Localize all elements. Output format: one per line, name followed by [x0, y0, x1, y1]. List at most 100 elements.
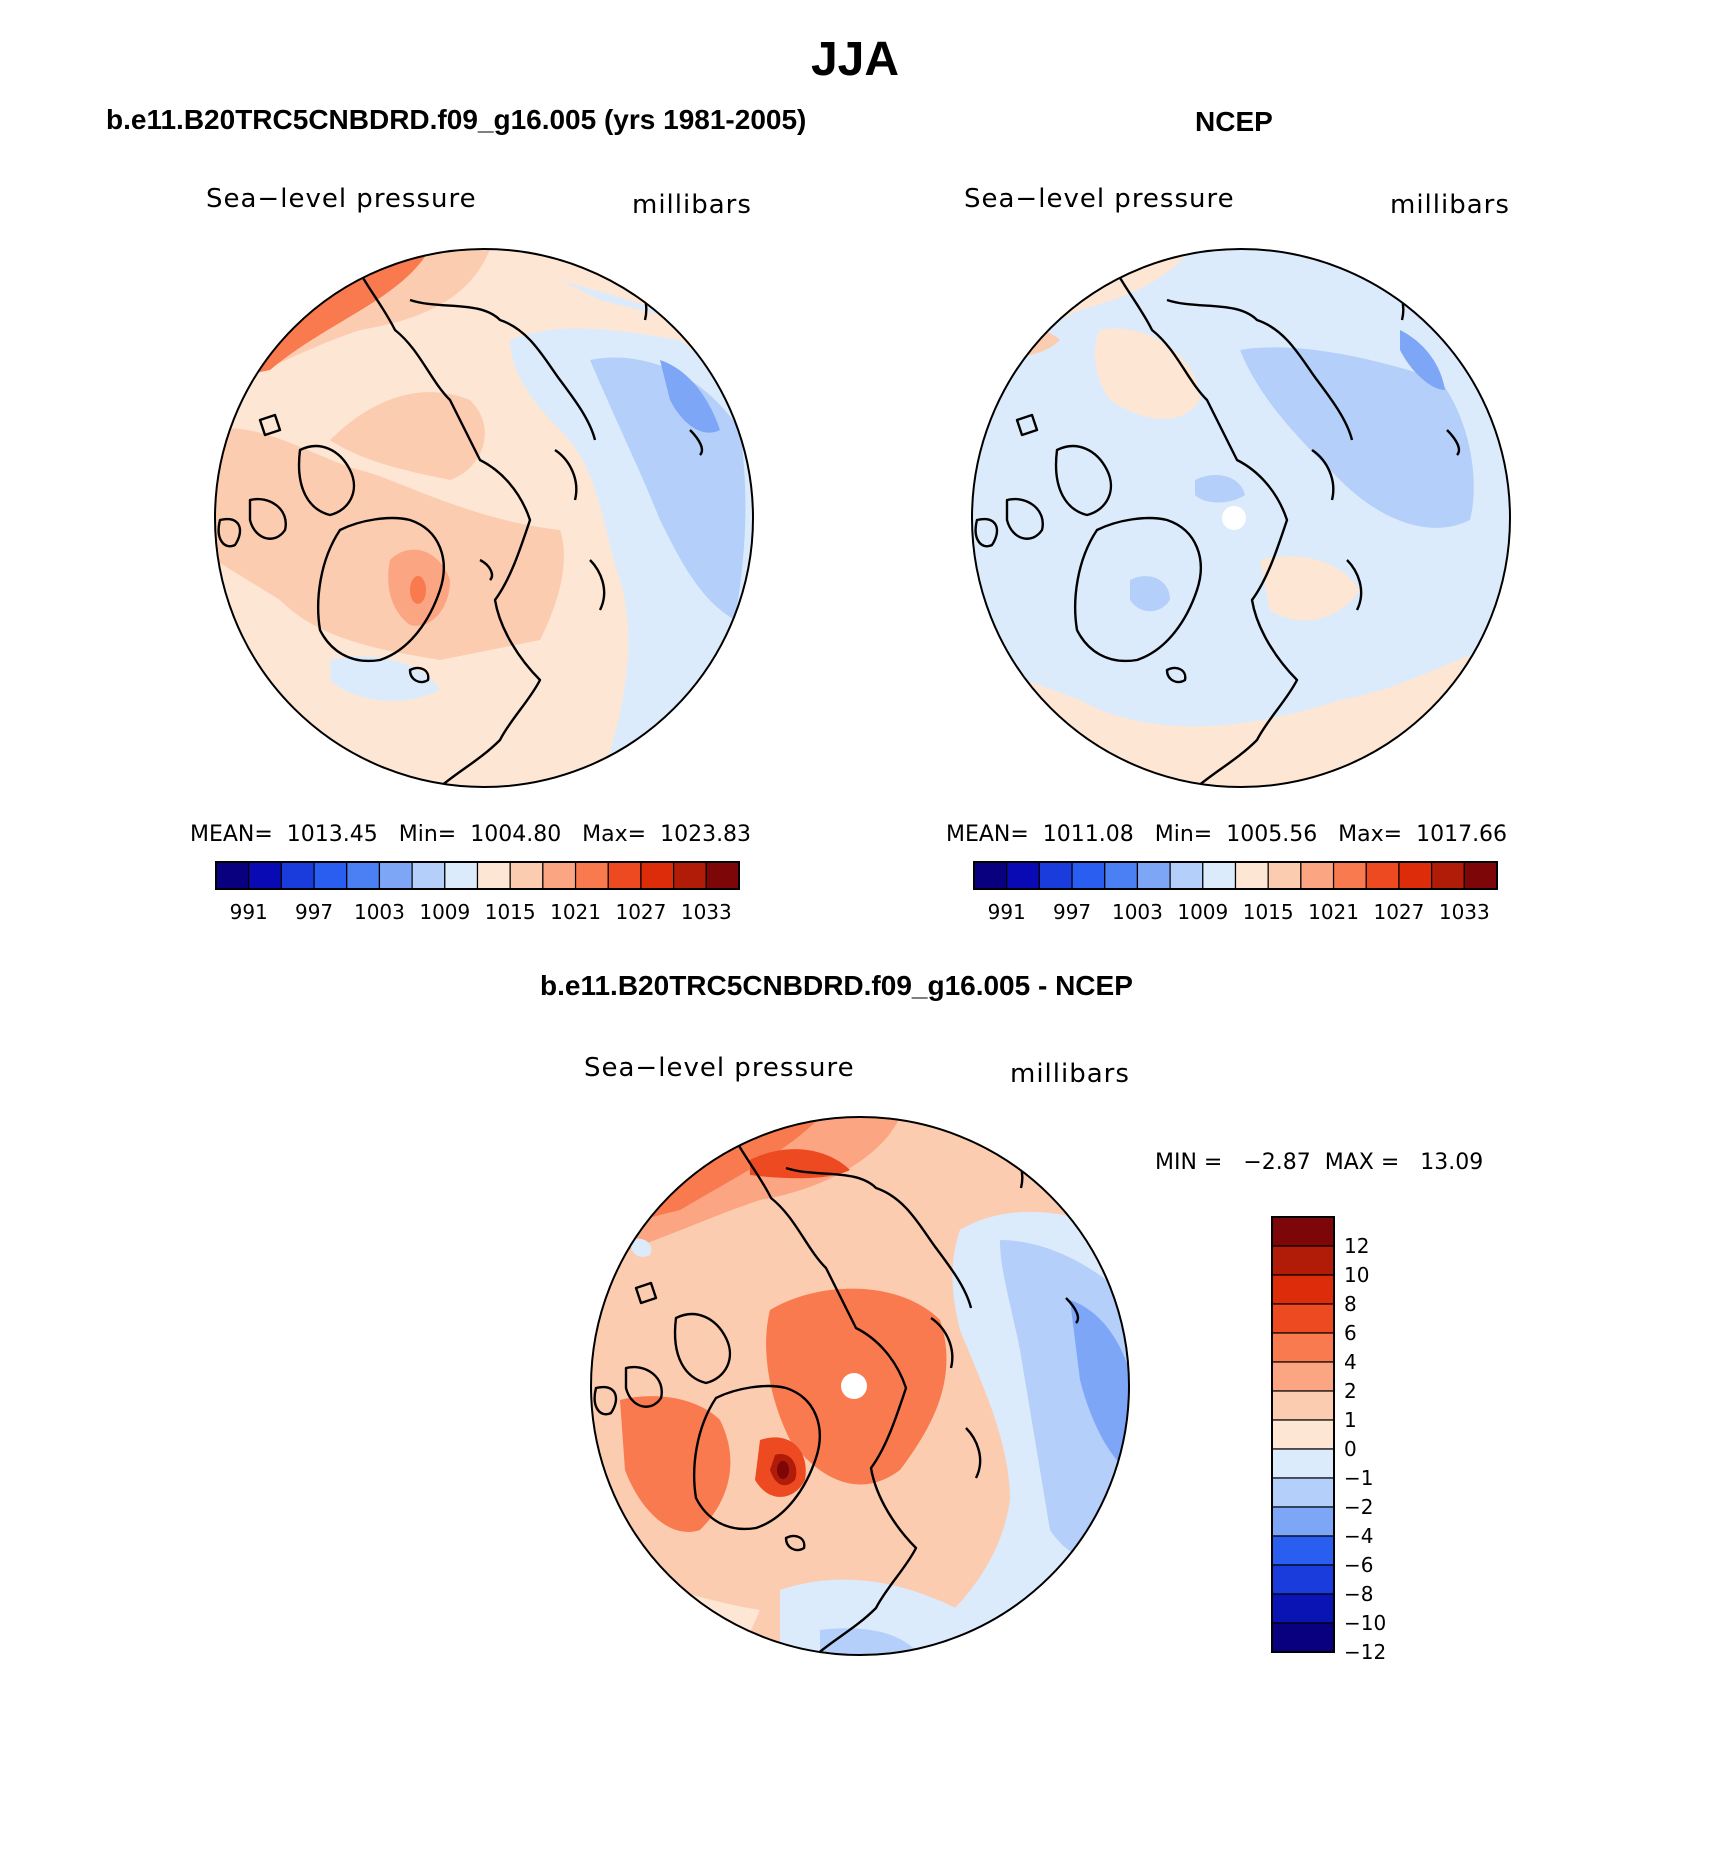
colorbar-box [1271, 1477, 1335, 1508]
field-fill-12 [777, 1461, 789, 1479]
colorbar-box [1431, 861, 1465, 890]
colorbar-box [1271, 1390, 1335, 1421]
colorbar-box [1104, 861, 1139, 890]
panel-2-stats: MEAN= 1011.08 Min= 1005.56 Max= 1017.66 [946, 822, 1508, 847]
field-fill-1009 [330, 656, 440, 701]
colorbar-tick-label: 997 [1053, 900, 1091, 924]
panel-2-title: NCEP [1195, 106, 1273, 137]
colorbar-tick-label: 1009 [1177, 900, 1228, 924]
panel-2-colorbar: 991 997 1003 1009 1015 1021 1027 1033 [973, 861, 1498, 924]
field-fill-1003 [1400, 330, 1445, 390]
colorbar-box [973, 861, 1008, 890]
panel-3-stats: MIN = −2.87 MAX = 13.09 [1155, 1150, 1484, 1175]
colorbar-tick-label: 1027 [1373, 900, 1424, 924]
panel-1-variable: Sea−level pressure [206, 184, 477, 214]
panel-1-colorbar: 991 997 1003 1009 1015 1021 1027 1033 [215, 861, 740, 924]
colorbar-tick-label: −8 [1344, 1582, 1373, 1606]
panel-1-title: b.e11.B20TRC5CNBDRD.f09_g16.005 (yrs 198… [106, 104, 807, 135]
field-fill-1006 [1195, 475, 1245, 503]
colorbar-box [1271, 1361, 1335, 1392]
colorbar-box [1271, 1419, 1335, 1450]
colorbar-tick-label: −12 [1344, 1640, 1386, 1664]
colorbar-tick-label: 1033 [1439, 900, 1490, 924]
panel-3-title: b.e11.B20TRC5CNBDRD.f09_g16.005 - NCEP [540, 970, 1133, 1001]
colorbar-box [1271, 1332, 1335, 1363]
colorbar-tick-label: 1009 [419, 900, 470, 924]
main-title: JJA [810, 33, 900, 86]
colorbar-box [1271, 1303, 1335, 1334]
panel-3-map [590, 1116, 1130, 1656]
colorbar-box [1234, 861, 1269, 890]
colorbar-box [1271, 1535, 1335, 1566]
colorbar-box [607, 861, 642, 890]
colorbar-box [378, 861, 413, 890]
colorbar-box [1202, 861, 1237, 890]
panel-2-map [971, 248, 1511, 788]
colorbar-tick-label: 997 [295, 900, 333, 924]
panel-2-variable: Sea−level pressure [964, 184, 1235, 214]
pole-hole [1222, 506, 1246, 530]
map-boundary [590, 1116, 1130, 1656]
field-fill-neg1 [630, 1238, 652, 1257]
field-fill-1003 [660, 360, 720, 433]
colorbar-box [1136, 861, 1171, 890]
colorbar-tick-label: 1 [1344, 1408, 1357, 1432]
colorbar-tick-label: 8 [1344, 1292, 1357, 1316]
colorbar-box [1332, 861, 1367, 890]
colorbar-box [1271, 1274, 1335, 1305]
panel-1-stats: MEAN= 1013.45 Min= 1004.80 Max= 1023.83 [190, 822, 752, 847]
colorbar-tick-label: 0 [1344, 1437, 1357, 1461]
panel-1-units: millibars [632, 190, 752, 220]
colorbar-tick-label: 1003 [354, 900, 405, 924]
colorbar-tick-label: 991 [230, 900, 268, 924]
panel-2-units: millibars [1390, 190, 1510, 220]
colorbar-tick-label: 1033 [681, 900, 732, 924]
colorbar-tick-label: −6 [1344, 1553, 1373, 1577]
coastlines [593, 1117, 1080, 1655]
field-fill-8 [750, 1149, 850, 1179]
colorbar-box [1271, 1506, 1335, 1537]
colorbar-box [1271, 1593, 1335, 1624]
field-fill-1006 [1130, 576, 1170, 612]
colorbar-box [1267, 861, 1302, 890]
colorbar-box [1271, 1245, 1335, 1276]
field-fill-neg4 [1070, 1300, 1129, 1470]
colorbar-box [1271, 1564, 1335, 1595]
field-fill-1015 [380, 736, 500, 787]
colorbar-tick-label: 12 [1344, 1234, 1369, 1258]
colorbar-tick-label: 1021 [1308, 900, 1359, 924]
panel-3-variable: Sea−level pressure [584, 1053, 855, 1083]
colorbar-box [574, 861, 609, 890]
colorbar-tick-label: 1015 [1243, 900, 1294, 924]
colorbar-box [444, 861, 479, 890]
coastlines [974, 249, 1461, 787]
colorbar-tick-label: 4 [1344, 1350, 1357, 1374]
field-fill-1006 [1240, 347, 1474, 528]
colorbar-tick-label: 6 [1344, 1321, 1357, 1345]
colorbar-tick-label: 1027 [615, 900, 666, 924]
colorbar-box [640, 861, 675, 890]
colorbar-box [411, 861, 446, 890]
colorbar-box [1463, 861, 1498, 890]
colorbar-box [476, 861, 511, 890]
colorbar-box [248, 861, 282, 890]
colorbar-box [1038, 861, 1073, 890]
field-fill-6 [620, 1396, 731, 1532]
colorbar-tick-label: −2 [1344, 1495, 1373, 1519]
colorbar-frame [973, 861, 1498, 890]
colorbar-box [1365, 861, 1400, 890]
colorbar-tick-label: −4 [1344, 1524, 1373, 1548]
field-fill-1024 [410, 576, 426, 604]
colorbar-box [1300, 861, 1335, 890]
colorbar-box [1398, 861, 1433, 890]
colorbar-tick-label: 2 [1344, 1379, 1357, 1403]
colorbar-tick-label: 1021 [550, 900, 601, 924]
map-boundary [214, 248, 754, 788]
colorbar-box [673, 861, 707, 890]
colorbar-box [280, 861, 315, 890]
field-fill-neg2 [820, 1628, 920, 1655]
colorbar-box [215, 861, 250, 890]
colorbar-tick-label: −1 [1344, 1466, 1373, 1490]
